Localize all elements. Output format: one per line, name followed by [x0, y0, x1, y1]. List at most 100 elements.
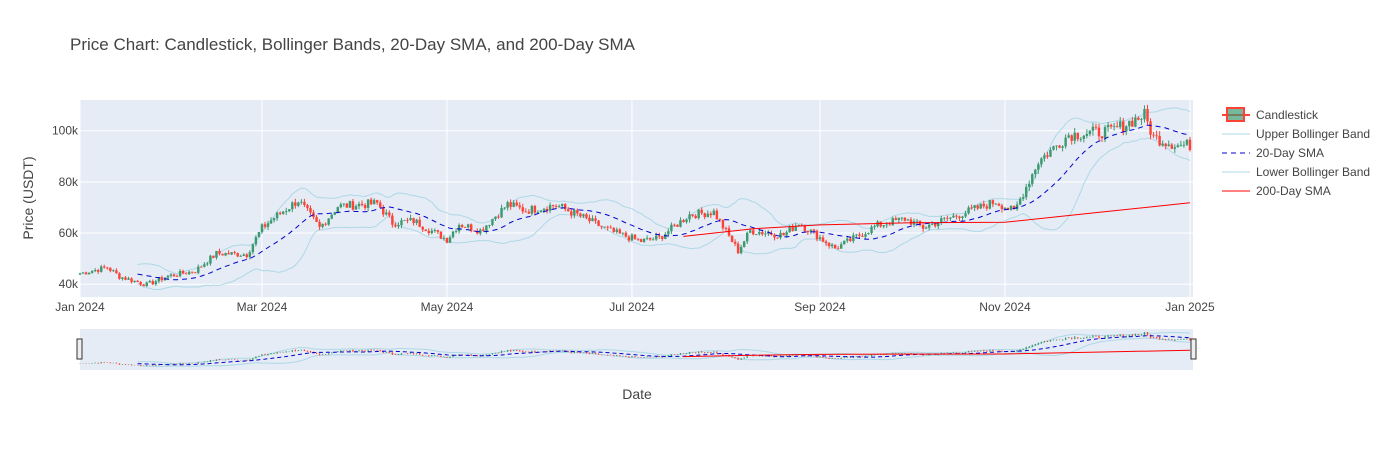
candle[interactable]	[609, 225, 612, 229]
candle[interactable]	[994, 202, 998, 205]
candle[interactable]	[836, 245, 840, 250]
candle[interactable]	[530, 204, 534, 216]
candle[interactable]	[172, 273, 176, 277]
candle[interactable]	[964, 210, 967, 218]
candle[interactable]	[1028, 180, 1031, 191]
candle[interactable]	[288, 209, 291, 213]
candle[interactable]	[418, 216, 421, 228]
candle[interactable]	[1031, 173, 1034, 187]
candle[interactable]	[864, 231, 867, 239]
candle[interactable]	[1100, 136, 1104, 142]
candle[interactable]	[181, 269, 185, 275]
candle[interactable]	[121, 276, 124, 281]
candle[interactable]	[372, 198, 376, 205]
candle[interactable]	[1170, 143, 1173, 150]
candle[interactable]	[721, 219, 725, 231]
candle[interactable]	[206, 261, 209, 266]
candle[interactable]	[670, 222, 673, 235]
candle[interactable]	[385, 209, 388, 216]
candle[interactable]	[482, 226, 485, 232]
candle[interactable]	[130, 277, 133, 284]
candle[interactable]	[985, 203, 988, 211]
candle[interactable]	[215, 250, 218, 260]
candle[interactable]	[369, 197, 373, 206]
candle[interactable]	[594, 215, 597, 224]
candle[interactable]	[269, 217, 273, 225]
candle[interactable]	[1082, 134, 1086, 143]
candle[interactable]	[548, 202, 552, 214]
candle[interactable]	[694, 214, 697, 219]
candle[interactable]	[1009, 205, 1013, 211]
candle[interactable]	[194, 271, 197, 274]
candle[interactable]	[906, 218, 910, 221]
candle[interactable]	[557, 204, 561, 209]
candle[interactable]	[1021, 193, 1025, 202]
candle[interactable]	[897, 217, 901, 223]
candle[interactable]	[512, 200, 515, 208]
candle[interactable]	[187, 270, 191, 275]
candle[interactable]	[360, 200, 364, 207]
candle[interactable]	[151, 279, 154, 286]
candle[interactable]	[190, 271, 194, 274]
candle[interactable]	[203, 262, 206, 268]
candle[interactable]	[445, 237, 449, 244]
candle[interactable]	[1119, 116, 1122, 129]
candle[interactable]	[148, 279, 151, 283]
candle[interactable]	[366, 198, 370, 212]
candle[interactable]	[688, 211, 691, 223]
candle[interactable]	[973, 204, 976, 212]
candle[interactable]	[81, 272, 85, 274]
candle[interactable]	[712, 208, 716, 216]
candle[interactable]	[667, 228, 670, 237]
candle[interactable]	[691, 214, 694, 218]
candle[interactable]	[618, 227, 622, 235]
candle[interactable]	[1182, 141, 1186, 148]
candle[interactable]	[855, 233, 858, 238]
candle[interactable]	[946, 215, 949, 221]
candle[interactable]	[1137, 116, 1140, 121]
candle[interactable]	[924, 226, 928, 229]
candle[interactable]	[145, 281, 148, 288]
candle[interactable]	[136, 280, 139, 283]
candle[interactable]	[175, 274, 179, 277]
candle[interactable]	[87, 272, 91, 275]
candle[interactable]	[642, 238, 646, 243]
candle[interactable]	[463, 226, 467, 228]
candle[interactable]	[491, 218, 494, 227]
candle[interactable]	[921, 222, 925, 232]
candle[interactable]	[1131, 116, 1134, 127]
candle[interactable]	[197, 264, 200, 275]
legend-item-candlestick[interactable]: Candlestick	[1222, 107, 1319, 122]
candle[interactable]	[958, 215, 961, 222]
candle[interactable]	[466, 223, 470, 229]
candle[interactable]	[518, 202, 521, 210]
candle[interactable]	[742, 240, 746, 248]
candle[interactable]	[470, 223, 473, 233]
candle[interactable]	[285, 207, 288, 216]
candle[interactable]	[406, 217, 409, 224]
candle[interactable]	[494, 216, 497, 222]
candle[interactable]	[576, 208, 579, 216]
candle[interactable]	[1176, 143, 1180, 148]
candle[interactable]	[294, 198, 297, 209]
candle[interactable]	[1058, 144, 1061, 149]
candle[interactable]	[1188, 136, 1192, 152]
candle[interactable]	[730, 235, 734, 243]
candle[interactable]	[779, 230, 782, 240]
candle[interactable]	[248, 250, 252, 260]
candle[interactable]	[615, 227, 619, 234]
candle[interactable]	[333, 211, 336, 216]
candle[interactable]	[630, 233, 634, 242]
candle[interactable]	[776, 237, 779, 240]
candle[interactable]	[127, 276, 130, 281]
candle[interactable]	[1043, 152, 1046, 162]
candle[interactable]	[479, 228, 482, 236]
candle[interactable]	[967, 205, 970, 215]
candle[interactable]	[536, 210, 540, 214]
candle[interactable]	[736, 241, 740, 255]
candle[interactable]	[78, 272, 82, 275]
candle[interactable]	[433, 228, 437, 233]
candle[interactable]	[1070, 134, 1073, 145]
candle[interactable]	[391, 213, 394, 228]
candle[interactable]	[782, 232, 785, 236]
